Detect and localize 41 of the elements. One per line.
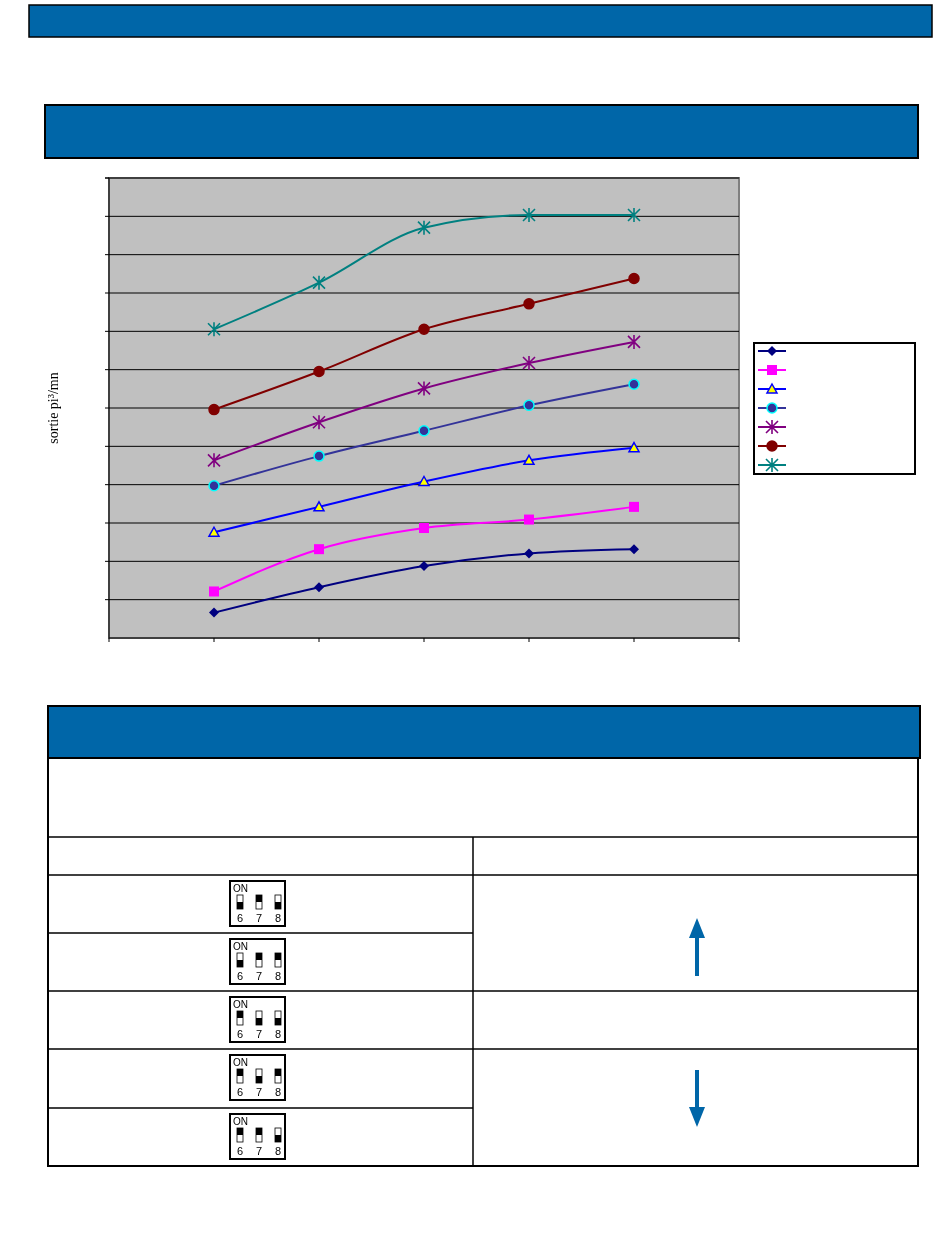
point [312,414,326,431]
dip-switch-icon: ON 6 7 8 [229,1054,286,1101]
dip-switch-icon: ON 6 7 8 [229,938,286,985]
point [314,544,324,555]
point [524,548,534,559]
point [628,272,640,285]
point [313,501,325,512]
y-axis-title: sortie pi³/mn [46,372,61,444]
point [627,334,641,350]
point [523,399,535,412]
point [523,298,535,310]
point [524,514,534,525]
point [417,380,431,397]
point [209,586,219,597]
dip-switch-icon: ON 6 7 8 [229,996,286,1043]
dip-switch-icon: ON 6 7 8 [229,880,286,927]
point [419,523,429,534]
point [418,475,430,487]
point [522,355,536,371]
point [313,365,325,378]
point [627,207,641,223]
point [629,544,639,555]
dip-switch-icon: ON 6 7 8 [229,1113,286,1160]
point [628,378,640,390]
point [312,274,326,291]
point [314,582,324,593]
point [207,321,221,338]
point [208,403,220,416]
point [208,526,220,537]
point [523,454,535,466]
point [419,561,429,572]
point [418,323,430,335]
point [522,207,536,223]
point [418,424,430,437]
point [313,450,325,462]
point [209,607,219,618]
point [628,441,640,453]
point [208,479,220,492]
point [207,452,221,469]
point [629,501,639,512]
point [417,219,431,236]
